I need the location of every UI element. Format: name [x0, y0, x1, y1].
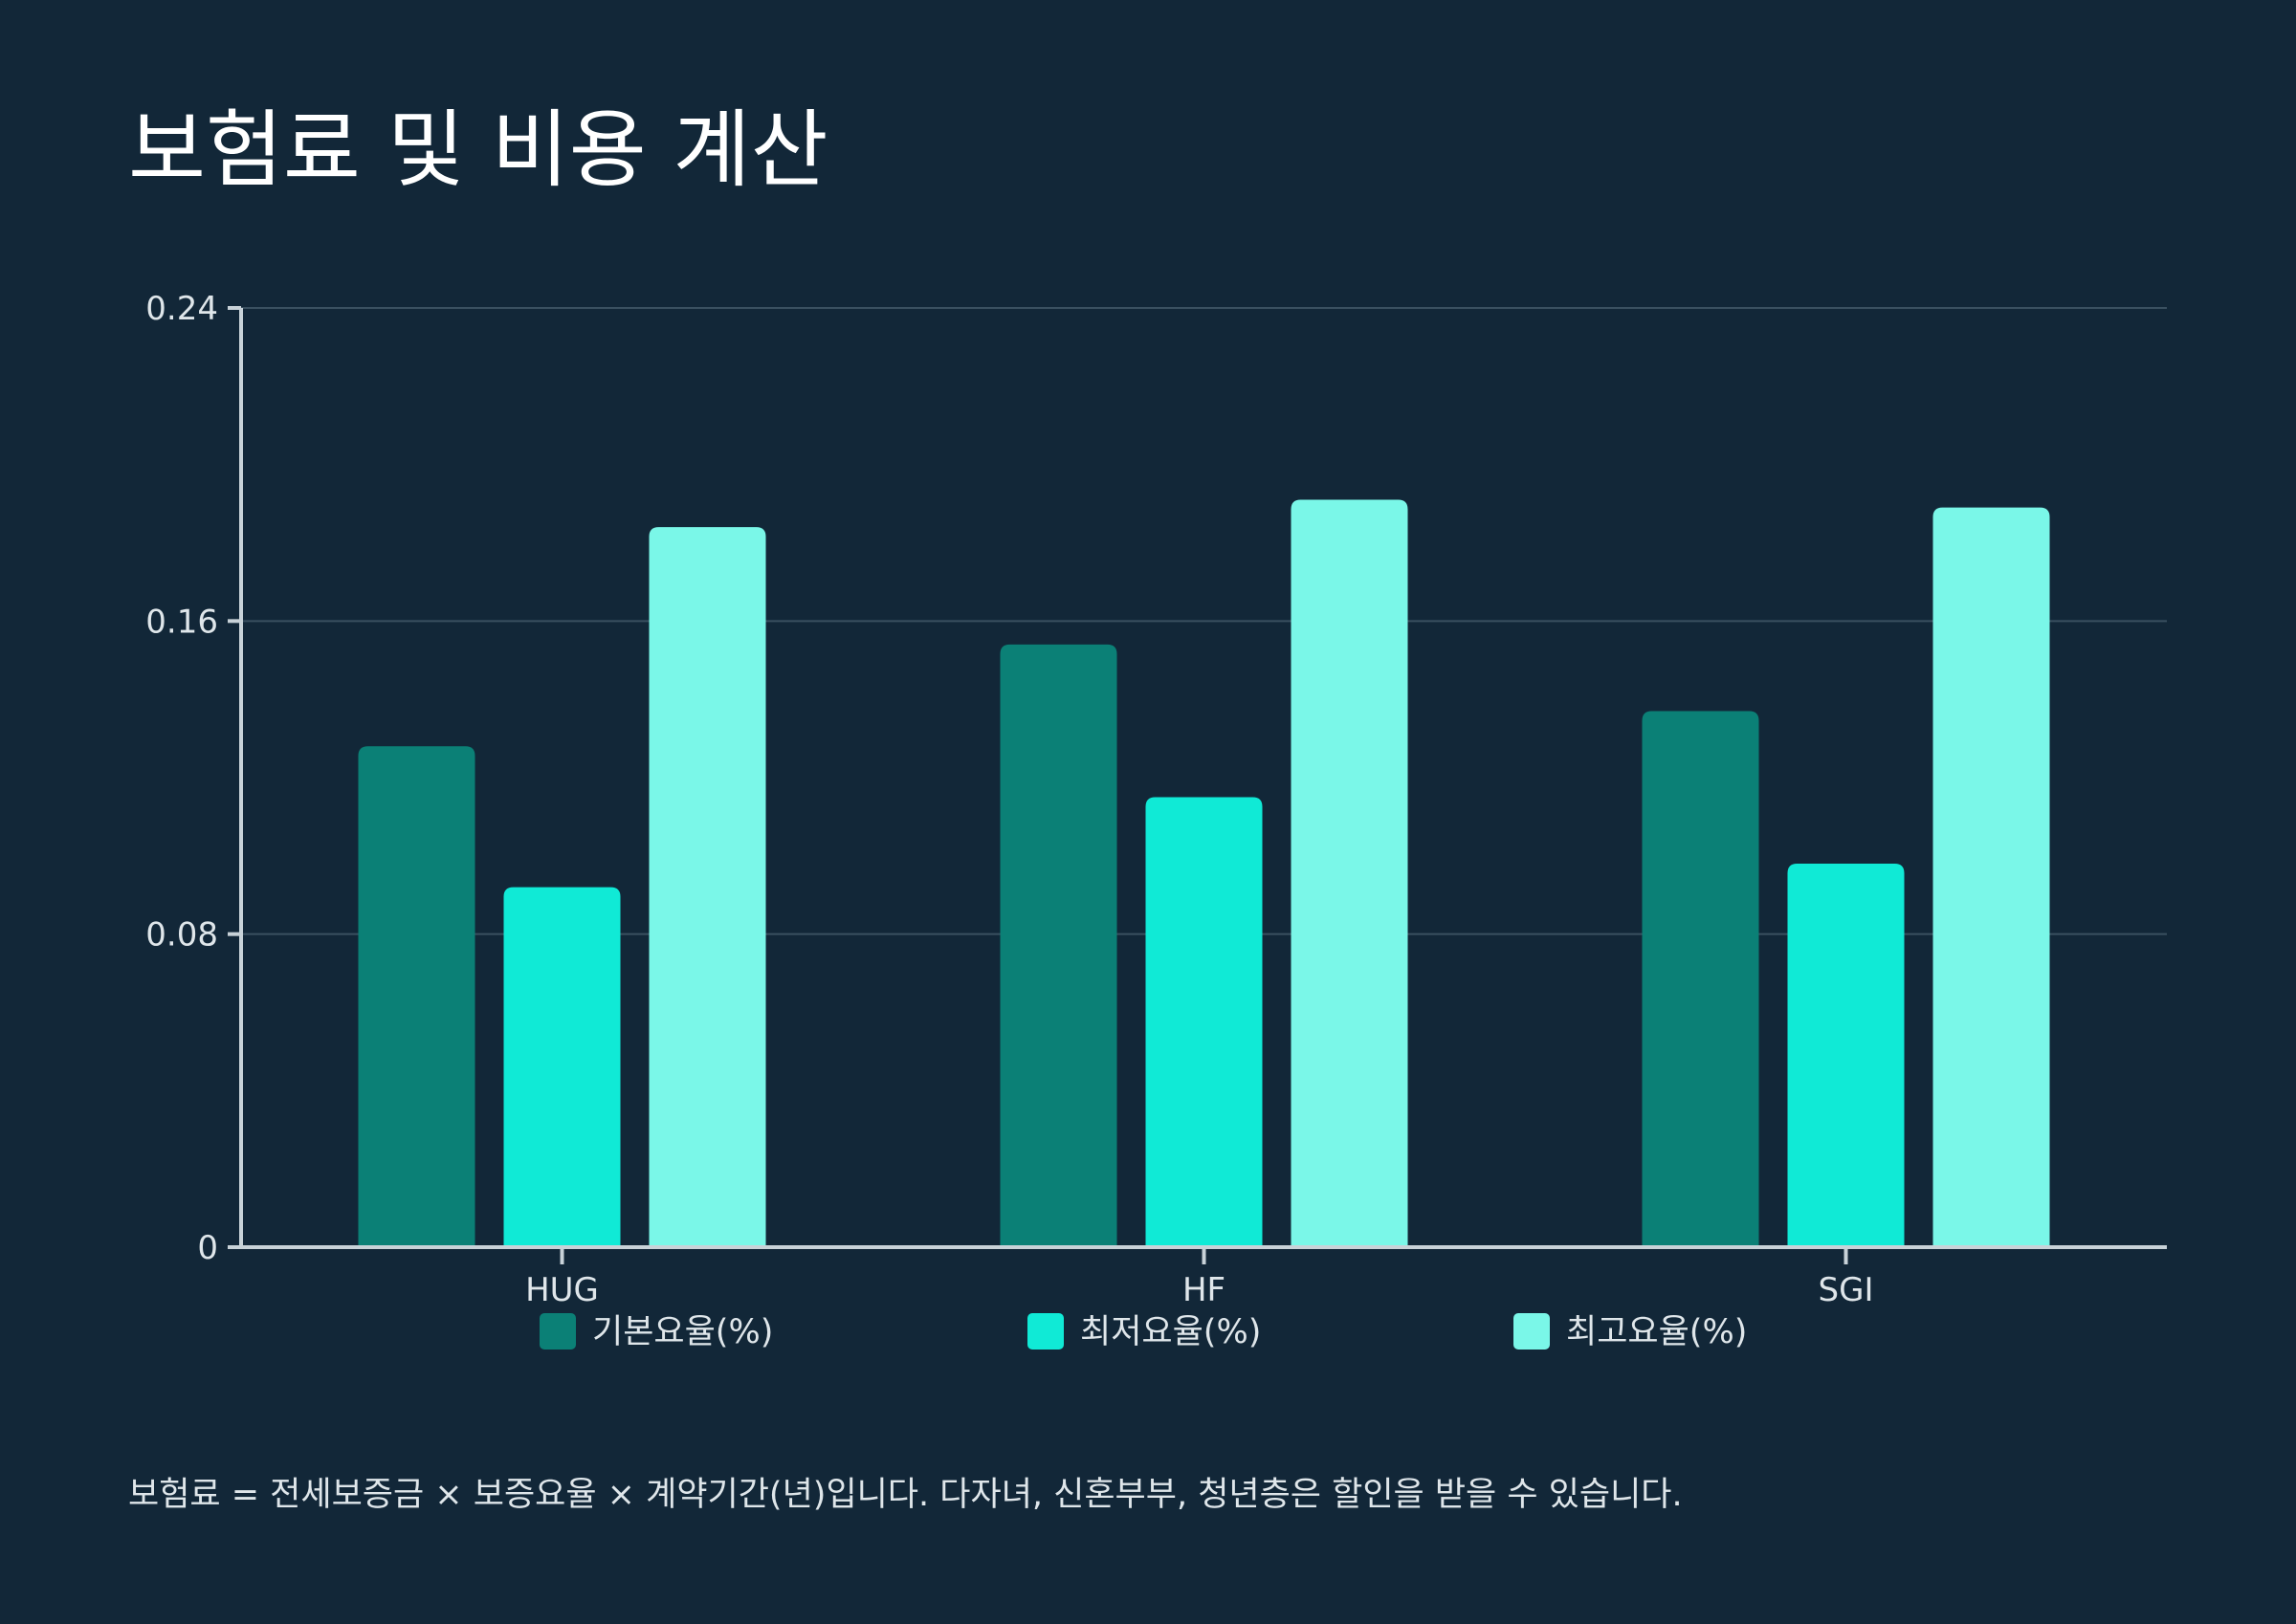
- axes: 0 0.08 0.16 0.24 HUG HF SGI: [145, 290, 2167, 1309]
- bar-hf-series-1: [1000, 644, 1117, 1247]
- x-tick-label: HF: [1182, 1271, 1225, 1309]
- x-tick-label: HUG: [525, 1271, 599, 1309]
- legend: 기본요율(%) 최저요율(%) 최고요율(%): [540, 1313, 1747, 1351]
- y-tick-label: 0.16: [145, 603, 218, 641]
- bar-hug-series-3: [649, 527, 766, 1247]
- legend-swatch: [1513, 1313, 1550, 1350]
- bar-sgi-series-1: [1642, 711, 1759, 1247]
- bar-hug-series-2: [503, 887, 621, 1247]
- footnote: 보험료 = 전세보증금 × 보증요율 × 계약기간(년)입니다. 다자녀, 신혼…: [128, 1476, 1683, 1514]
- y-tick-label: 0: [197, 1229, 218, 1267]
- page-title: 보험료 및 비용 계산: [128, 100, 828, 199]
- legend-swatch: [1027, 1313, 1064, 1350]
- legend-label: 최고요율(%): [1566, 1313, 1747, 1351]
- x-tick-label: SGI: [1819, 1271, 1874, 1309]
- y-tick-label: 0.24: [145, 290, 218, 328]
- bars: [358, 499, 2050, 1247]
- bar-hf-series-2: [1145, 797, 1263, 1247]
- bar-sgi-series-2: [1787, 864, 1905, 1247]
- bar-hf-series-3: [1291, 499, 1408, 1247]
- legend-label: 최저요율(%): [1080, 1313, 1261, 1351]
- y-tick-label: 0.08: [145, 916, 218, 955]
- bar-sgi-series-3: [1932, 507, 2050, 1247]
- legend-label: 기본요율(%): [592, 1313, 773, 1351]
- legend-swatch: [540, 1313, 576, 1350]
- bar-hug-series-1: [358, 746, 475, 1247]
